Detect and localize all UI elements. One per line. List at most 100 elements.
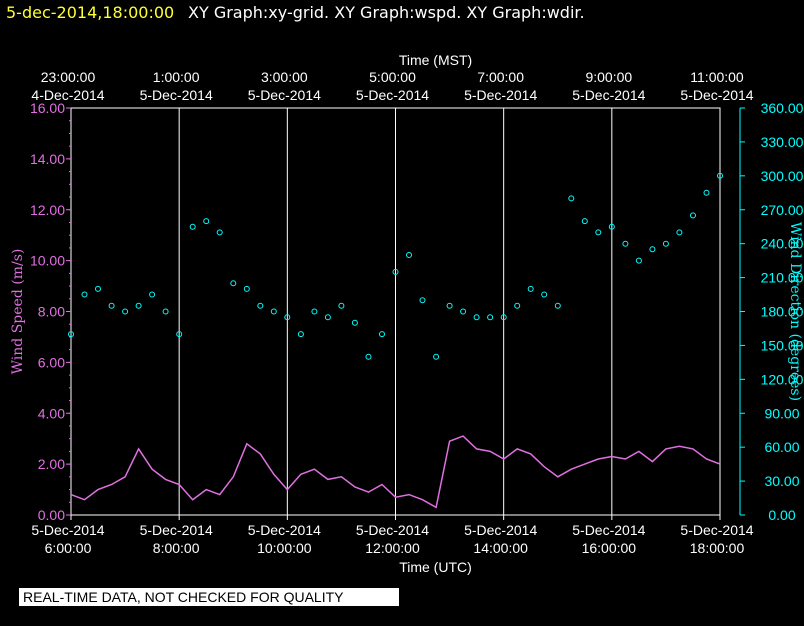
- wind-direction-point: [257, 302, 264, 309]
- x-top-tick-date: 5-Dec-2014: [356, 87, 429, 103]
- x-bottom-tick-date: 5-Dec-2014: [680, 522, 753, 538]
- x-top-tick-time: 1:00:00: [153, 69, 200, 85]
- y-right-tick-label: 240.00: [761, 236, 804, 252]
- y-left-axis-label: Wind Speed (m/s): [10, 249, 26, 375]
- wind-direction-point: [365, 353, 372, 360]
- wind-direction-point: [473, 314, 480, 321]
- wind-direction-point: [622, 240, 629, 247]
- wind-direction-point: [230, 280, 237, 287]
- wind-direction-point: [581, 218, 588, 225]
- wind-direction-point: [676, 229, 683, 236]
- y-left-tick-label: 10.00: [30, 253, 65, 269]
- wind-direction-point: [406, 252, 412, 258]
- x-bottom-axis-label: Time (UTC): [399, 559, 472, 575]
- x-bottom-tick-date: 5-Dec-2014: [248, 522, 321, 538]
- x-bottom-tick-date: 5-Dec-2014: [572, 522, 645, 538]
- wind-direction-point: [379, 331, 385, 338]
- wind-direction-point: [690, 212, 696, 219]
- x-bottom-tick-date: 5-Dec-2014: [356, 522, 429, 538]
- x-top-tick-time: 7:00:00: [477, 69, 524, 85]
- x-top-tick-time: 5:00:00: [369, 69, 416, 85]
- y-left-tick-label: 12.00: [30, 202, 65, 218]
- wind-direction-point: [649, 246, 656, 253]
- y-right-tick-label: 360.00: [761, 100, 804, 116]
- wind-direction-point: [203, 218, 210, 225]
- wind-direction-point: [297, 331, 304, 338]
- wind-direction-point: [284, 314, 291, 321]
- wind-direction-point: [176, 331, 183, 338]
- x-top-tick-time: 3:00:00: [261, 69, 308, 85]
- wind-direction-point: [108, 302, 115, 309]
- wind-direction-point: [68, 331, 74, 338]
- wind-direction-point: [541, 291, 548, 298]
- x-top-tick-time: 9:00:00: [585, 69, 632, 85]
- wind-speed-line: [70, 435, 721, 509]
- wind-direction-point: [608, 223, 615, 230]
- x-bottom-tick-time: 18:00:00: [690, 540, 745, 556]
- wind-direction-point: [662, 240, 669, 247]
- wind-direction-point: [487, 314, 494, 321]
- wind-direction-point: [351, 319, 358, 326]
- y-right-tick-label: 330.00: [761, 134, 804, 150]
- wind-direction-point: [433, 353, 440, 360]
- wind-direction-point: [703, 189, 710, 196]
- wind-direction-point: [189, 223, 196, 230]
- y-right-axis-label: Wind Direction (degrees): [787, 222, 803, 401]
- y-left-tick-label: 14.00: [30, 151, 65, 167]
- wind-direction-point: [527, 285, 534, 292]
- wind-direction-point: [162, 308, 169, 315]
- x-bottom-tick-time: 16:00:00: [582, 540, 637, 556]
- x-top-tick-date: 5-Dec-2014: [248, 87, 321, 103]
- wind-direction-point: [514, 302, 521, 309]
- wind-direction-point: [216, 229, 223, 236]
- timestamp: 5-dec-2014,18:00:00: [6, 3, 175, 22]
- y-left-tick-label: 4.00: [38, 405, 65, 421]
- x-bottom-tick-time: 12:00:00: [365, 540, 420, 556]
- wind-direction-point: [135, 302, 142, 309]
- x-top-tick-time: 11:00:00: [690, 69, 744, 85]
- wind-direction-point: [419, 297, 426, 304]
- wind-direction-point: [392, 268, 399, 275]
- y-right-tick-label: 120.00: [761, 371, 804, 387]
- wind-direction-point: [568, 195, 575, 202]
- wind-direction-point: [243, 285, 250, 292]
- x-bottom-tick-date: 5-Dec-2014: [31, 522, 104, 538]
- y-left-tick-label: 6.00: [38, 354, 65, 370]
- x-top-tick-date: 5-Dec-2014: [140, 87, 213, 103]
- x-bottom-tick-date: 5-Dec-2014: [464, 522, 537, 538]
- x-top-tick-date: 5-Dec-2014: [572, 87, 645, 103]
- y-right-tick-label: 30.00: [764, 473, 799, 489]
- y-right-tick-label: 210.00: [761, 270, 804, 286]
- y-left-tick-label: 16.00: [30, 100, 65, 116]
- wind-direction-point: [446, 302, 453, 309]
- x-bottom-tick-date: 5-Dec-2014: [140, 522, 213, 538]
- y-left-tick-label: 2.00: [38, 456, 65, 472]
- y-left-tick-label: 0.00: [38, 507, 65, 523]
- wind-direction-point: [149, 291, 156, 298]
- x-bottom-tick-time: 14:00:00: [473, 540, 528, 556]
- x-top-tick-time: 23:00:00: [41, 69, 96, 85]
- y-right-tick-label: 150.00: [761, 337, 804, 353]
- wind-direction-point: [311, 308, 318, 315]
- x-top-tick-date: 4-Dec-2014: [31, 87, 104, 103]
- y-right-tick-label: 300.00: [761, 168, 804, 184]
- y-right-tick-label: 0.00: [768, 507, 795, 523]
- x-top-axis-label: Time (MST): [399, 52, 472, 68]
- y-right-tick-label: 180.00: [761, 304, 804, 320]
- wind-direction-point: [95, 285, 101, 292]
- wind-direction-point: [338, 302, 345, 309]
- y-right-tick-label: 90.00: [764, 405, 799, 421]
- y-right-tick-label: 60.00: [764, 439, 799, 455]
- wind-direction-point: [81, 291, 88, 298]
- x-bottom-tick-time: 6:00:00: [45, 540, 92, 556]
- wind-direction-point: [635, 257, 642, 264]
- wind-direction-point: [717, 172, 723, 179]
- x-bottom-tick-time: 8:00:00: [153, 540, 200, 556]
- y-left-tick-label: 8.00: [38, 304, 65, 320]
- wind-direction-point: [554, 302, 561, 309]
- quality-stamp: REAL-TIME DATA, NOT CHECKED FOR QUALITY: [19, 588, 399, 606]
- x-top-tick-date: 5-Dec-2014: [464, 87, 537, 103]
- graph-titles: XY Graph:xy-grid. XY Graph:wspd. XY Grap…: [188, 3, 585, 22]
- x-bottom-tick-time: 10:00:00: [257, 540, 312, 556]
- wind-direction-point: [500, 314, 507, 321]
